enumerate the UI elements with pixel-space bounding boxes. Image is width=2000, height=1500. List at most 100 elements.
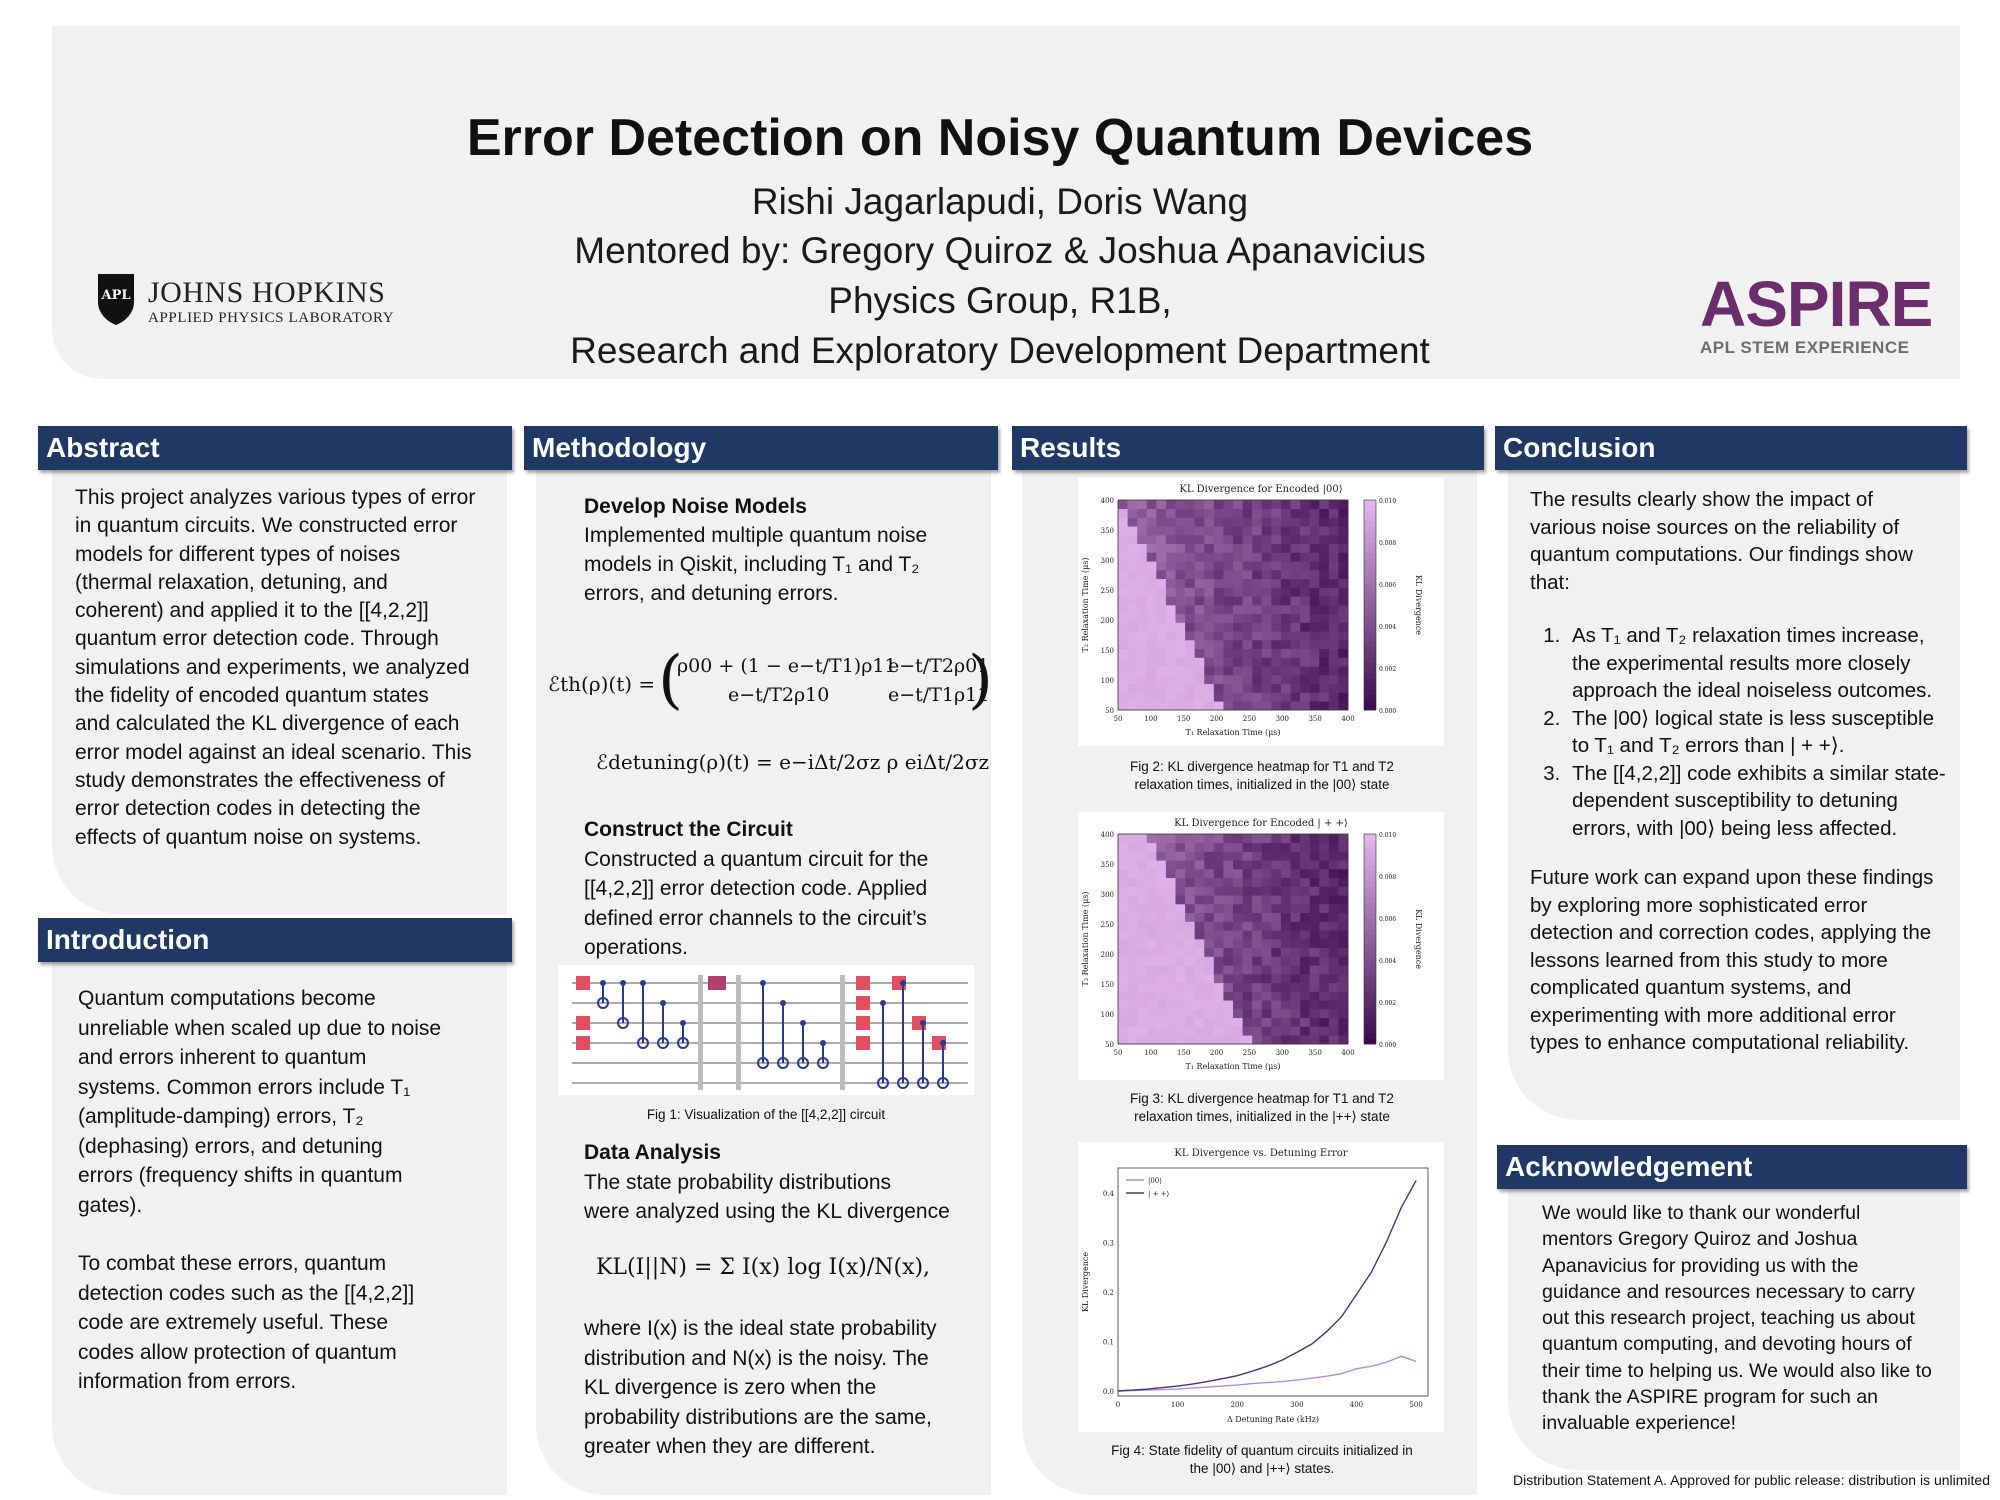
intro-line: (amplitude-damping) errors, T₂ [78,1105,364,1128]
abstract-line: study demonstrates the effectiveness of [75,768,445,792]
heatmap-cell [1165,543,1176,553]
heatmap-cell [1194,851,1205,861]
colorbar-segment [1364,689,1376,695]
heatmap-cell [1223,648,1234,658]
heatmap-cell [1213,508,1224,518]
colorbar-segment [1364,981,1376,987]
heatmap-cell [1233,877,1243,887]
method-line: where I(x) is the ideal state probabilit… [584,1317,937,1340]
heatmap-cell [1328,508,1339,518]
heatmap-cell [1223,596,1234,606]
heatmap-cell [1319,877,1330,887]
heatmap-cell [1280,834,1291,844]
conclusion-line: complicated quantum systems, and [1530,976,1852,999]
heatmap-cell [1252,886,1263,896]
heatmap-cell [1271,886,1282,896]
heatmap-cell [1319,947,1330,957]
heatmap-cell [1242,886,1253,896]
heatmap-cell [1213,535,1224,545]
heatmap-cell [1185,895,1195,905]
heatmap-cell [1146,842,1157,852]
heatmap-cell [1127,535,1138,545]
heatmap-cell [1146,912,1157,922]
heatmap-cell [1213,956,1224,966]
heatmap-cell [1156,543,1167,553]
heatmap-cell [1290,552,1301,562]
colorbar-segment [1364,652,1376,658]
y-tick-label: 0.3 [1103,1239,1114,1247]
heatmap-cell [1185,869,1195,879]
colorbar-tick-label: 0.004 [1379,624,1396,631]
heatmap-cell [1146,500,1157,510]
heatmap-cell [1309,552,1320,562]
kl-divergence-equation: KL(I||N) = Σ I(x) log I(x)/N(x), [596,1255,931,1280]
heatmap-cell [1290,535,1301,545]
method-noise-models: Develop Noise Models Implemented multipl… [584,492,927,608]
heatmap-cell [1319,851,1330,861]
method-line: operations. [584,936,688,959]
heatmap-cell [1338,842,1349,852]
heatmap-cell [1252,587,1263,597]
heatmap-cell [1309,500,1320,510]
heatmap-cell [1213,543,1224,553]
heatmap-cell [1127,596,1138,606]
heatmap-cell [1156,561,1167,571]
colorbar-tick-label: 0.010 [1379,498,1396,505]
heatmap-cell [1175,930,1186,940]
colorbar-segment [1364,1023,1376,1029]
mentors: Mentored by: Gregory Quiroz & Joshua Apa… [574,230,1426,271]
conclusion-panel [1508,460,1960,1120]
heatmap-cell [1137,692,1148,702]
heatmap-cell [1338,622,1349,632]
heatmap-cell [1261,578,1272,588]
heatmap-cell [1165,526,1176,536]
heatmap-cell [1280,1017,1291,1027]
fig3-box: KL Divergence for Encoded | + +⟩ 50 100 150… [1078,812,1444,1080]
heatmap-cell [1118,904,1128,914]
heatmap-cell [1300,552,1310,562]
heatmap-cell [1290,912,1301,922]
heatmap-cell [1127,834,1138,844]
colorbar-segment [1364,578,1376,585]
heatmap-cell [1319,939,1330,949]
heatmap-cell [1280,561,1291,571]
colorbar-tick-label: 0.000 [1379,1042,1396,1049]
heatmap-cell [1223,930,1234,940]
heatmap-cell [1127,851,1138,861]
conclusion-line: quantum computations. Our findings show [1530,543,1913,566]
heatmap-cell [1185,640,1195,650]
heatmap-cell [1280,886,1291,896]
heatmap-cell [1309,622,1320,632]
method-line: [[4,2,2]] error detection code. Applied [584,877,928,900]
heatmap-cell [1300,622,1310,632]
intro-line: unreliable when scaled up due to noise [78,1016,442,1040]
heatmap-cell [1146,701,1157,711]
intro-line: gates). [78,1193,143,1217]
heatmap-cell [1328,657,1339,667]
heatmap-cell [1328,640,1339,650]
heatmap-cell [1137,947,1148,957]
heatmap-cell [1204,526,1215,536]
series-line [1117,1180,1417,1392]
heatmap-cell [1146,640,1157,650]
heatmap-cell [1146,991,1157,1001]
heatmap-cell [1118,921,1128,931]
introduction-heading: Introduction [38,918,512,962]
colorbar-segment [1364,563,1376,569]
heatmap-cell [1137,526,1148,536]
heatmap-cell [1185,842,1195,852]
heatmap-cell [1300,886,1310,896]
heatmap-cell [1223,851,1234,861]
heatmap-cell [1194,1009,1205,1019]
heatmap-cell [1233,683,1243,693]
heatmap-cell [1185,596,1195,606]
colorbar-tick-label: 0.006 [1379,916,1396,923]
heatmap-cell [1223,640,1234,650]
abstract-line: (thermal relaxation, detuning, and [75,570,388,594]
heatmap-cell [1338,701,1349,711]
heatmap-cell [1194,561,1205,571]
x-tick-label: 200 [1210,1049,1223,1057]
heatmap-cell [1137,1026,1148,1036]
heatmap-cell [1146,508,1157,518]
heatmap-cell [1194,631,1205,641]
